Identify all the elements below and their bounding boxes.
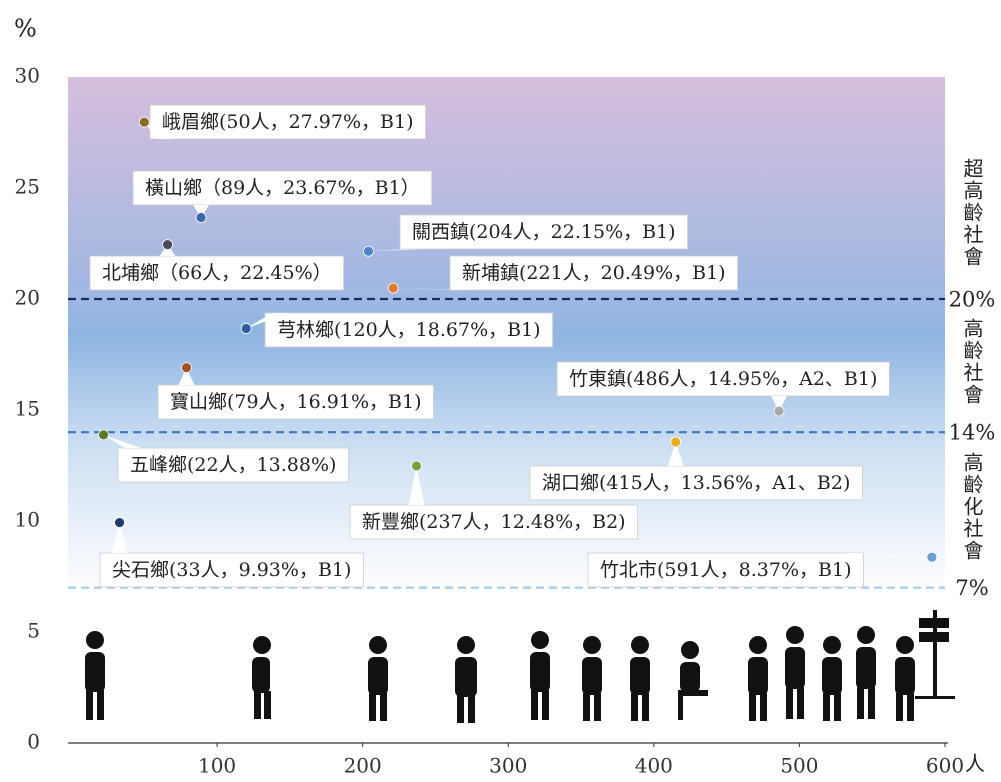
point bbox=[195, 212, 207, 223]
x-tick-label: 200 bbox=[344, 754, 382, 778]
point bbox=[411, 460, 422, 472]
callout-box bbox=[132, 170, 433, 206]
point-label: 湖口鄉(415人，13.56%，A1、B2) bbox=[542, 472, 850, 494]
y-tick-label: 25 bbox=[15, 175, 40, 199]
threshold-label: 7% bbox=[955, 576, 988, 600]
callout-box bbox=[587, 552, 864, 588]
y-tick-label: 15 bbox=[15, 397, 40, 421]
threshold-label: 20% bbox=[949, 288, 996, 312]
point-label: 橫山鄉（89人，23.67%，B1） bbox=[145, 177, 420, 199]
point bbox=[181, 362, 192, 373]
point-label: 寶山鄉(79人，16.91%，B1) bbox=[170, 391, 422, 413]
callout-pointer bbox=[193, 205, 210, 218]
callout: 竹北市(591人，8.37%，B1) bbox=[587, 552, 932, 588]
threshold-label: 14% bbox=[949, 421, 996, 445]
x-tick-label: 100 bbox=[198, 754, 236, 778]
callout-box bbox=[529, 465, 863, 501]
callout-pointer bbox=[103, 434, 141, 448]
callout: 關西鎮(204人，22.15%，B1) bbox=[368, 214, 688, 252]
callout: 北埔鄉（66人，22.45%） bbox=[89, 244, 345, 291]
x-tick-label: 600 bbox=[926, 754, 964, 778]
x-tick-label: 400 bbox=[635, 754, 673, 778]
callout: 新埔鎮(221人，20.49%，B1) bbox=[393, 255, 738, 291]
point-label: 竹北市(591人，8.37%，B1) bbox=[600, 559, 852, 581]
point-label: 尖石鄉(33人，9.93%，B1) bbox=[112, 559, 351, 581]
callout-box bbox=[117, 447, 349, 483]
axes: 0 5 10 15 20 25 30 100 200 300 400 500 600 bbox=[15, 64, 965, 778]
region-label: 高齡化社會 bbox=[960, 452, 984, 562]
callout: 新豐鄉(237人，12.48%，B2) bbox=[349, 465, 638, 540]
callout: 五峰鄉(22人，13.88%) bbox=[103, 434, 349, 483]
y-tick-label: 30 bbox=[15, 64, 40, 88]
point-label: 新埔鎮(221人，20.49%，B1) bbox=[462, 262, 726, 284]
y-tick-label: 5 bbox=[27, 619, 40, 643]
y-tick-label: 10 bbox=[15, 508, 40, 532]
x-tick-label: 500 bbox=[780, 754, 818, 778]
callout: 尖石鄉(33人，9.93%，B1) bbox=[99, 522, 364, 588]
point-label: 新豐鄉(237人，12.48%，B2) bbox=[362, 511, 626, 533]
callout: 寶山鄉(79人，16.91%，B1) bbox=[157, 367, 434, 420]
callout-box bbox=[349, 504, 638, 540]
callout-pointer bbox=[144, 122, 173, 139]
y-tick-label: 0 bbox=[27, 730, 40, 754]
point-label: 竹東鎮(486人，14.95%，A2、B1) bbox=[569, 368, 877, 390]
point bbox=[670, 436, 682, 448]
callout-pointer bbox=[667, 441, 684, 466]
point bbox=[98, 429, 109, 441]
callout: 峨眉鄉(50人，27.97%，B1) bbox=[144, 104, 426, 140]
region-label: 超高齡社會 bbox=[960, 158, 984, 268]
callout-pointer bbox=[246, 313, 288, 329]
callout-box bbox=[449, 255, 738, 291]
silhouettes bbox=[85, 610, 955, 723]
point-label: 北埔鄉（66人，22.45%） bbox=[102, 262, 332, 284]
callout: 湖口鄉(415人，13.56%，A1、B2) bbox=[529, 441, 863, 501]
point bbox=[926, 551, 938, 563]
callout-box bbox=[399, 214, 688, 250]
y-unit: % bbox=[14, 15, 37, 43]
callout-box bbox=[89, 255, 345, 291]
point bbox=[387, 282, 399, 294]
callout-box bbox=[556, 361, 890, 397]
point bbox=[114, 517, 125, 528]
callout-pointer bbox=[408, 465, 425, 505]
callout-pointer bbox=[178, 367, 195, 385]
point bbox=[773, 405, 785, 417]
callout-pointer bbox=[111, 522, 128, 553]
callout-pointer bbox=[771, 396, 788, 412]
callout: 芎林鄉(120人，18.67%，B1) bbox=[246, 312, 553, 348]
callout-box bbox=[157, 384, 434, 420]
point-label: 芎林鄉(120人，18.67%，B1) bbox=[277, 319, 541, 341]
y-tick-label: 20 bbox=[15, 286, 40, 310]
callout-pointer bbox=[159, 244, 176, 256]
point-label: 五峰鄉(22人，13.88%) bbox=[130, 454, 336, 476]
region-label: 高齡社會 bbox=[960, 318, 984, 406]
callout-pointer bbox=[840, 553, 932, 558]
callout-box bbox=[264, 312, 553, 348]
point bbox=[240, 323, 252, 334]
x-unit: 人 bbox=[965, 752, 985, 776]
callout-box bbox=[149, 104, 426, 140]
callout-pointer bbox=[393, 288, 473, 290]
point bbox=[138, 116, 150, 128]
callout: 竹東鎮(486人，14.95%，A2、B1) bbox=[556, 361, 890, 412]
callout-box bbox=[99, 552, 364, 588]
x-tick-label: 300 bbox=[489, 754, 527, 778]
point-label: 峨眉鄉(50人，27.97%，B1) bbox=[162, 111, 414, 133]
callout: 橫山鄉（89人，23.67%，B1） bbox=[132, 170, 433, 218]
point bbox=[363, 245, 374, 257]
callout-pointer bbox=[368, 249, 423, 252]
point-label: 關西鎮(204人，22.15%，B1) bbox=[412, 221, 676, 243]
point bbox=[162, 239, 173, 251]
